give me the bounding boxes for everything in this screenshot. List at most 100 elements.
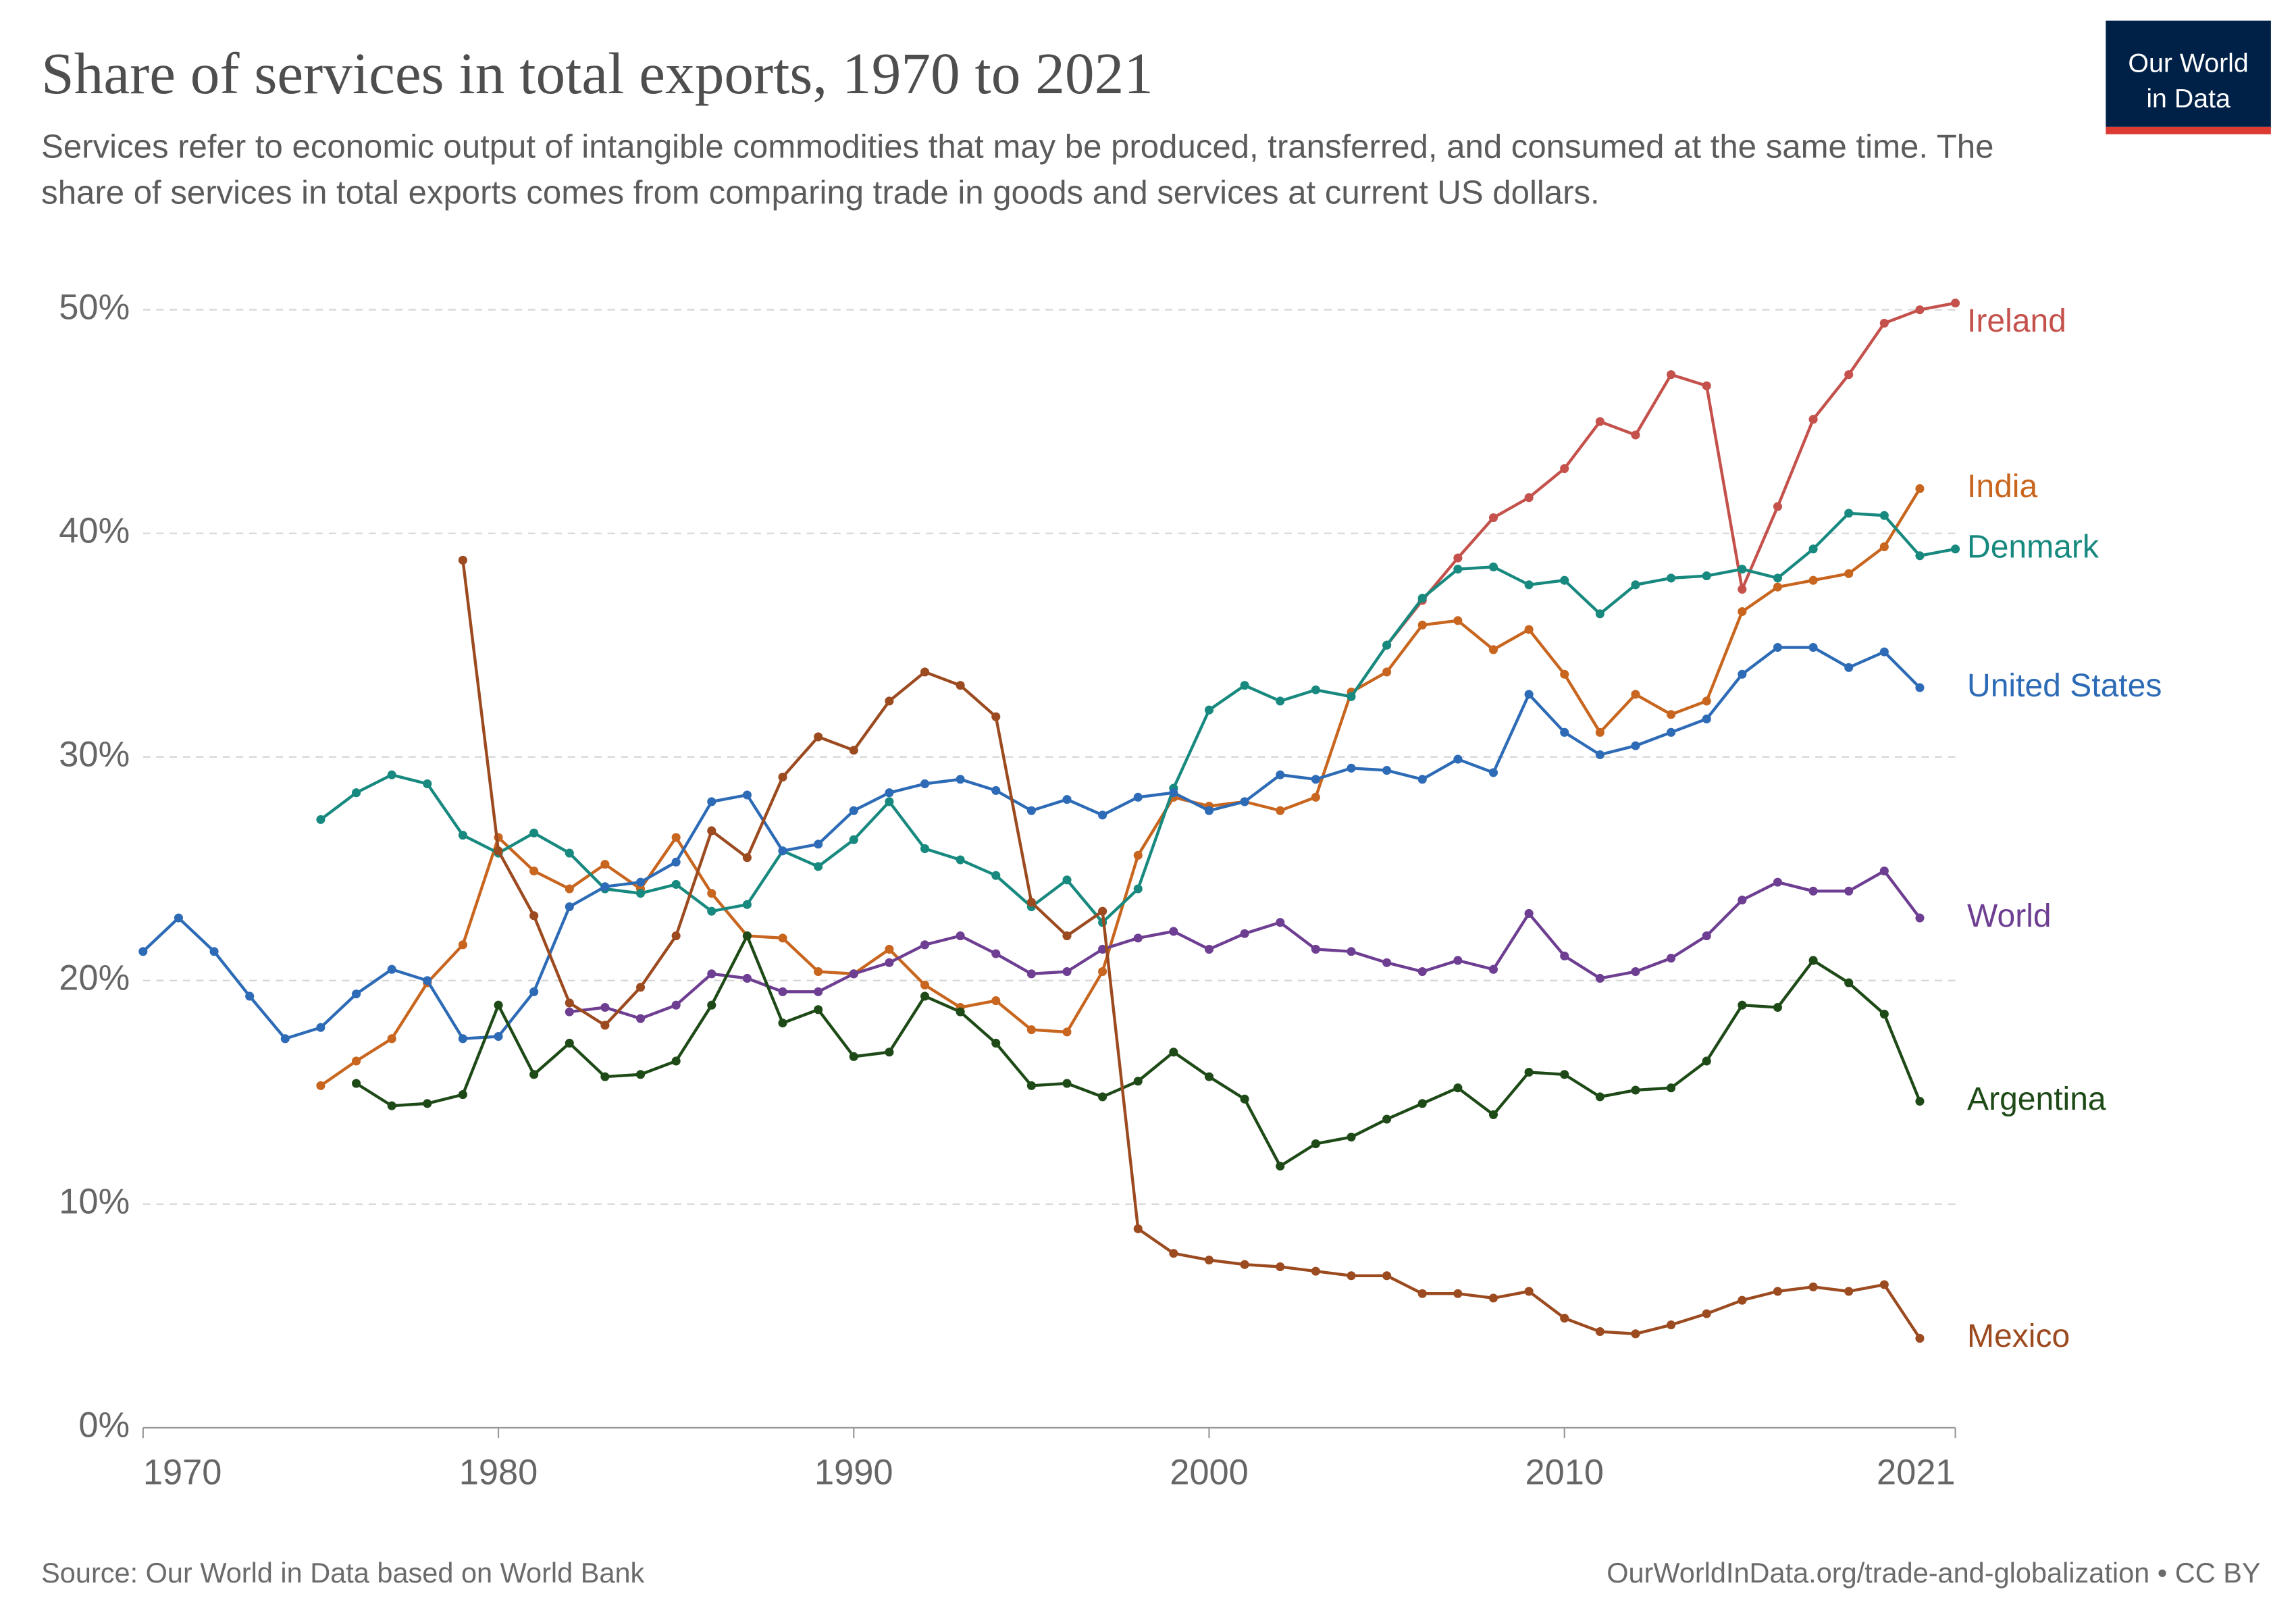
data-point <box>1595 727 1604 737</box>
data-point <box>1062 795 1072 804</box>
data-point <box>1240 929 1249 938</box>
data-point <box>1631 1085 1640 1095</box>
data-point <box>352 788 361 798</box>
data-point <box>1417 1289 1427 1298</box>
data-point <box>920 980 930 989</box>
data-point <box>1808 886 1818 896</box>
data-point <box>565 884 574 894</box>
data-point <box>849 835 858 844</box>
y-tick-label: 50% <box>59 288 130 327</box>
legend-label: United States <box>1967 668 2162 704</box>
data-point <box>1844 569 1854 578</box>
data-point <box>991 871 1001 880</box>
data-point <box>707 889 716 898</box>
data-point <box>565 902 574 912</box>
data-point <box>1347 947 1356 956</box>
data-point <box>1098 967 1107 977</box>
data-point <box>635 889 646 898</box>
data-point <box>1560 464 1569 473</box>
data-point <box>956 681 965 690</box>
x-tick-label: 2010 <box>1525 1453 1604 1493</box>
data-point <box>671 1000 681 1010</box>
data-point <box>1915 683 1925 692</box>
data-point <box>671 931 681 941</box>
data-point <box>423 779 432 789</box>
data-point <box>671 833 681 842</box>
data-point <box>1382 1271 1392 1281</box>
data-point <box>1311 1266 1320 1276</box>
y-tick-label: 10% <box>59 1183 130 1222</box>
logo-text: in Data <box>2146 84 2230 113</box>
data-point <box>1169 1048 1178 1057</box>
data-point <box>1276 770 1285 779</box>
data-point <box>920 667 930 677</box>
data-point <box>1382 958 1392 967</box>
data-point <box>1879 542 1889 552</box>
data-point <box>1133 884 1143 894</box>
data-point <box>1026 1081 1036 1090</box>
data-point <box>1595 1092 1604 1102</box>
data-point <box>1382 640 1392 650</box>
logo-bar <box>2106 126 2271 134</box>
data-point <box>1488 1293 1498 1303</box>
data-point <box>1062 931 1072 941</box>
data-point <box>1524 908 1534 919</box>
data-point <box>671 857 681 867</box>
data-point <box>1560 1070 1569 1079</box>
data-point <box>1524 580 1534 590</box>
data-point <box>1773 1287 1783 1296</box>
data-point <box>1702 1309 1711 1318</box>
data-point <box>1524 1067 1534 1077</box>
data-point <box>1382 667 1392 677</box>
data-point <box>885 958 894 967</box>
data-point <box>849 806 858 815</box>
data-point <box>1488 645 1498 654</box>
data-point <box>1204 944 1214 954</box>
data-point <box>1347 1271 1356 1281</box>
data-point <box>1595 609 1604 619</box>
data-point <box>1240 681 1249 690</box>
data-point <box>494 1000 503 1010</box>
data-point <box>778 987 787 996</box>
data-point <box>1844 663 1854 672</box>
data-point <box>1595 417 1604 426</box>
x-tick-label: 1970 <box>143 1453 222 1493</box>
data-point <box>316 1023 325 1032</box>
data-point <box>1133 1224 1143 1233</box>
legend-label: Argentina <box>1967 1081 2106 1117</box>
y-tick-label: 30% <box>59 736 130 775</box>
data-point <box>1631 430 1640 440</box>
legend-label: India <box>1967 469 2037 505</box>
data-point <box>280 1034 290 1044</box>
data-point <box>494 846 503 856</box>
data-point <box>1382 766 1392 775</box>
data-point <box>1062 1079 1072 1088</box>
data-point <box>1488 513 1498 523</box>
data-point <box>1879 511 1889 520</box>
data-point <box>316 815 325 824</box>
data-point <box>1595 1327 1604 1337</box>
series-line <box>1385 301 1956 646</box>
data-point <box>245 992 255 1001</box>
data-point <box>814 987 823 996</box>
data-point <box>1026 1025 1036 1035</box>
data-point <box>1738 669 1747 679</box>
legend-label: Mexico <box>1967 1318 2070 1354</box>
data-point <box>1062 967 1072 977</box>
data-point <box>1631 741 1640 750</box>
data-point <box>1169 1249 1178 1258</box>
data-point <box>920 992 930 1001</box>
data-point <box>1844 370 1854 380</box>
data-point <box>423 976 432 985</box>
data-point <box>387 1034 396 1044</box>
data-point <box>814 840 823 849</box>
y-tick-label: 40% <box>59 512 130 551</box>
data-point <box>814 732 823 742</box>
data-point <box>1417 967 1427 977</box>
data-point <box>423 1099 432 1108</box>
data-point <box>458 940 467 950</box>
data-point <box>600 1002 610 1012</box>
data-point <box>1311 944 1320 954</box>
data-point <box>1560 1314 1569 1323</box>
data-point <box>1808 544 1818 554</box>
